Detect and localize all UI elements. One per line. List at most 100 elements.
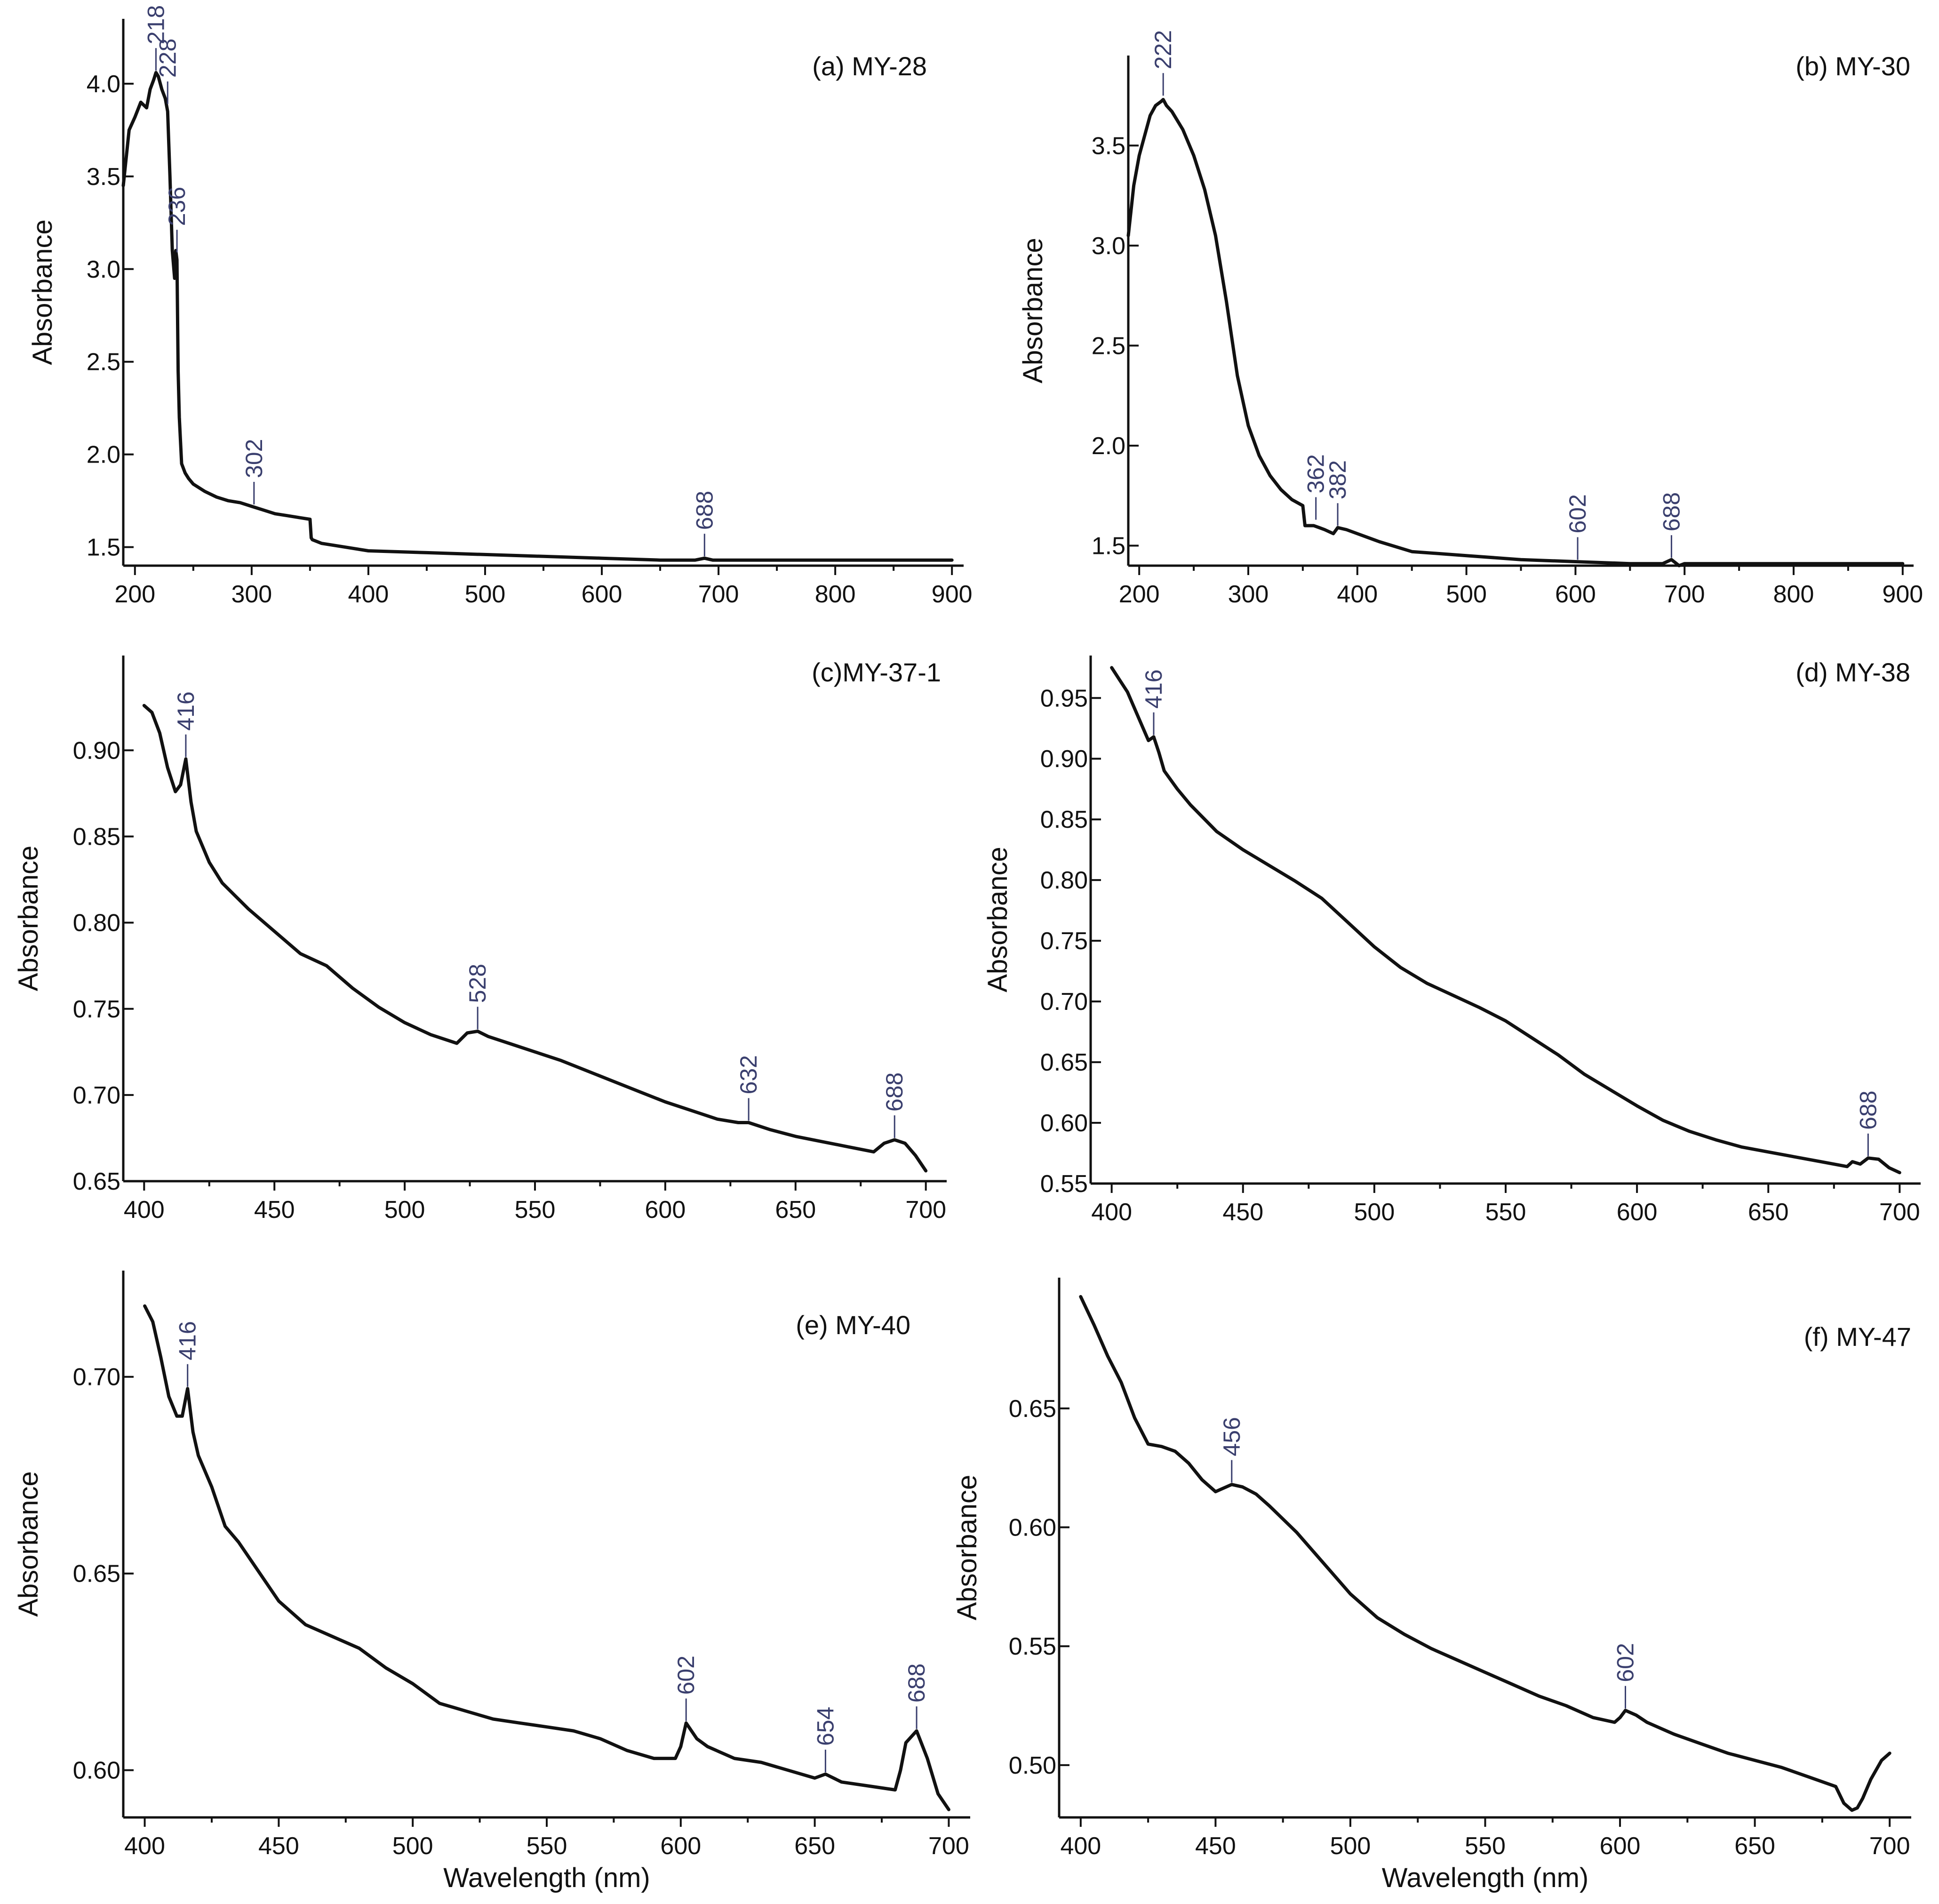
panel-title: (c)MY-37-1 xyxy=(812,657,941,687)
peak-label: 602 xyxy=(1612,1643,1639,1682)
y-tick-label: 2.0 xyxy=(87,441,120,469)
y-tick-label: 0.55 xyxy=(1009,1633,1056,1660)
x-axis-title: Wavelength (nm) xyxy=(443,1863,650,1893)
y-tick-label: 0.80 xyxy=(1040,867,1088,894)
x-tick-label: 200 xyxy=(114,581,155,608)
x-tick-label: 900 xyxy=(932,581,973,608)
panel-d: 400 450 500 550 600 650 700 0.55 0.60 0.65 0.70 0.7… xyxy=(982,656,1921,1226)
x-tick-label: 650 xyxy=(1734,1832,1775,1860)
peak-label: 362 xyxy=(1303,454,1329,493)
panel-title: (d) MY-38 xyxy=(1795,657,1910,687)
x-tick-label: 500 xyxy=(384,1196,425,1224)
x-tick-label: 500 xyxy=(392,1832,433,1860)
peak-label: 688 xyxy=(1855,1090,1881,1129)
y-tick-label: 0.75 xyxy=(1040,928,1088,955)
y-tick-label: 0.55 xyxy=(1040,1170,1088,1198)
x-tick-label: 600 xyxy=(660,1832,701,1860)
x-tick-label: 450 xyxy=(254,1196,295,1224)
y-tick-label: 0.60 xyxy=(73,1757,120,1784)
x-tick-label: 450 xyxy=(1195,1832,1236,1860)
x-axis-title: Wavelength (nm) xyxy=(1382,1863,1588,1893)
y-axis-title: Absorbance xyxy=(27,219,58,365)
spectrum-line xyxy=(1126,98,1905,568)
x-tick-label: 550 xyxy=(527,1832,567,1860)
x-tick-label: 200 xyxy=(1119,581,1160,608)
y-tick-label: 0.65 xyxy=(73,1168,120,1195)
y-tick-label: 0.80 xyxy=(73,910,120,937)
y-tick-label: 0.70 xyxy=(73,1082,120,1109)
x-tick-label: 500 xyxy=(1354,1199,1395,1226)
spectrum-line xyxy=(1079,1295,1891,1812)
peak-label: 602 xyxy=(1564,494,1591,533)
y-tick-label: 0.65 xyxy=(1040,1049,1088,1076)
x-tick-label: 300 xyxy=(1228,581,1269,608)
panel-f: 400 450 500 550 600 650 700 0.50 0.55 0.60 0.65 Abs… xyxy=(952,1278,1911,1893)
panel-a: 200 300 400 500 600 700 800 900 1.5 2.0 2.5 3.0 3.5 4… xyxy=(27,5,973,608)
peak-label: 302 xyxy=(241,439,267,478)
y-tick-label: 0.65 xyxy=(1009,1395,1056,1423)
peak-label: 228 xyxy=(154,39,181,78)
panel-title: (b) MY-30 xyxy=(1795,51,1910,81)
x-tick-label: 400 xyxy=(348,581,389,608)
y-tick-label: 2.5 xyxy=(87,349,120,376)
x-tick-label: 500 xyxy=(1446,581,1487,608)
peak-label: 688 xyxy=(1658,492,1684,531)
y-tick-label: 3.0 xyxy=(1092,232,1125,260)
peak-label: 632 xyxy=(735,1055,762,1094)
y-tick-label: 3.0 xyxy=(87,256,120,283)
x-tick-label: 400 xyxy=(1091,1199,1132,1226)
y-tick-label: 0.75 xyxy=(73,996,120,1023)
y-tick-label: 3.5 xyxy=(1092,132,1125,160)
x-tick-label: 600 xyxy=(1555,581,1596,608)
panel-b: 200 300 400 500 600 700 800 900 1.5 2.0 2.5 3.0 3.5 A… xyxy=(1018,30,1923,608)
peak-label: 602 xyxy=(673,1656,699,1695)
spectrum-line xyxy=(143,1304,950,1811)
x-tick-label: 700 xyxy=(905,1196,946,1224)
x-tick-label: 700 xyxy=(1869,1832,1910,1860)
x-tick-label: 700 xyxy=(1879,1199,1920,1226)
y-tick-label: 4.0 xyxy=(87,71,120,98)
y-tick-label: 0.70 xyxy=(73,1364,120,1391)
y-tick-label: 0.85 xyxy=(1040,806,1088,833)
y-tick-label: 1.5 xyxy=(87,534,120,561)
x-tick-label: 600 xyxy=(1617,1199,1658,1226)
peak-label: 416 xyxy=(1141,669,1167,708)
peak-label: 688 xyxy=(903,1664,930,1703)
x-tick-label: 400 xyxy=(1337,581,1378,608)
y-axis-title: Absorbance xyxy=(13,1471,44,1617)
x-tick-label: 700 xyxy=(1664,581,1705,608)
x-tick-label: 400 xyxy=(1060,1832,1101,1860)
peak-label: 688 xyxy=(691,491,718,530)
spectrum-line xyxy=(121,71,954,562)
peak-label: 416 xyxy=(173,691,199,730)
y-tick-label: 3.5 xyxy=(87,163,120,191)
x-tick-label: 550 xyxy=(515,1196,556,1224)
peak-label: 654 xyxy=(812,1707,838,1746)
x-tick-label: 650 xyxy=(775,1196,816,1224)
y-axis-title: Absorbance xyxy=(1018,238,1048,384)
y-tick-label: 1.5 xyxy=(1092,532,1125,560)
x-tick-label: 450 xyxy=(258,1832,299,1860)
x-tick-label: 550 xyxy=(1485,1199,1526,1226)
y-tick-label: 0.60 xyxy=(1009,1514,1056,1542)
x-tick-label: 650 xyxy=(794,1832,835,1860)
peak-label: 218 xyxy=(143,5,169,44)
panel-c: 400 450 500 550 600 650 700 0.65 0.70 0.75 0.80 0.8… xyxy=(13,656,947,1224)
y-tick-label: 0.70 xyxy=(1040,988,1088,1016)
x-tick-label: 500 xyxy=(465,581,506,608)
peak-label: 236 xyxy=(164,187,190,226)
y-axis-title: Absorbance xyxy=(982,847,1013,992)
spectrum-line xyxy=(1110,666,1901,1175)
panel-title: (a) MY-28 xyxy=(812,51,927,81)
x-tick-label: 450 xyxy=(1222,1199,1263,1226)
peak-label: 456 xyxy=(1219,1417,1245,1456)
x-tick-label: 650 xyxy=(1748,1199,1789,1226)
peak-label: 222 xyxy=(1150,30,1176,69)
panel-title: (e) MY-40 xyxy=(796,1310,910,1340)
y-axis-title: Absorbance xyxy=(952,1475,982,1621)
y-tick-label: 0.60 xyxy=(1040,1110,1088,1137)
peak-label: 416 xyxy=(175,1321,201,1360)
peak-label: 528 xyxy=(464,964,491,1003)
